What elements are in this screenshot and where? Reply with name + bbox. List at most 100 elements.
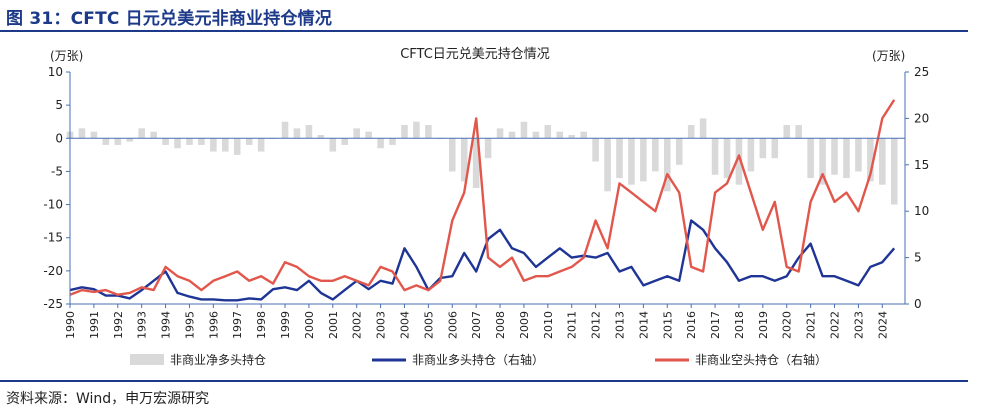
title-rule <box>0 30 968 32</box>
net-long-bar <box>735 138 743 185</box>
legend-label: 非商业多头持仓（右轴） <box>412 352 544 367</box>
x-tick-label: 2020 <box>781 311 794 339</box>
net-long-bar <box>759 138 767 159</box>
x-tick-label: 2007 <box>470 311 483 339</box>
net-long-bar <box>819 138 826 185</box>
chart: CFTC日元兑美元持仓情况 (万张) (万张) 10 5 0 -5 -10 -15 -20 -… <box>43 47 929 367</box>
net-long-bar <box>544 125 552 139</box>
net-long-bar <box>747 138 755 172</box>
x-tick-label: 2013 <box>613 311 626 339</box>
net-long-bar <box>377 138 384 149</box>
x-tick-label: 2005 <box>422 311 435 339</box>
net-long-bar <box>520 121 528 139</box>
net-long-bar <box>245 138 253 145</box>
source-note: 资料来源：Wind，申万宏源研究 <box>6 391 210 407</box>
net-long-bar <box>867 138 874 182</box>
net-long-bar <box>568 134 576 139</box>
net-long-bar <box>771 138 779 159</box>
x-tick-label: 2018 <box>733 311 746 339</box>
net-long-bar <box>831 138 838 175</box>
net-long-bar <box>78 128 86 139</box>
x-tick-label: 2010 <box>542 311 555 339</box>
net-long-bar <box>592 138 599 162</box>
short-position-line <box>69 99 896 296</box>
net-long-bar <box>281 121 289 139</box>
right-tick-label: 5 <box>914 251 922 265</box>
x-tick-label: 2009 <box>518 311 531 339</box>
net-long-bar <box>150 131 157 139</box>
source-rule <box>0 380 968 382</box>
net-long-bar <box>604 138 611 192</box>
x-tick-label: 2016 <box>685 311 698 339</box>
left-tick-label: -10 <box>43 198 63 212</box>
x-tick-label: 2003 <box>375 311 388 339</box>
x-tick-label: 2001 <box>327 311 340 339</box>
right-axis-unit: (万张) <box>872 49 905 63</box>
x-tick-label: 2002 <box>351 311 364 339</box>
right-tick-label: 15 <box>914 158 929 172</box>
net-long-bar <box>448 138 456 172</box>
x-tick-label: 1991 <box>88 311 101 339</box>
x-tick-label: 2011 <box>566 311 579 339</box>
net-long-bar <box>174 138 181 149</box>
net-long-bar <box>102 138 110 145</box>
net-long-bar <box>210 138 217 152</box>
left-tick-label: 0 <box>55 131 63 145</box>
x-tick-label: 1992 <box>112 311 125 339</box>
left-tick-label: -20 <box>43 264 63 278</box>
x-tick-label: 2012 <box>590 311 603 339</box>
left-tick-label: -5 <box>51 164 63 178</box>
x-tick-label: 1996 <box>207 311 220 339</box>
left-tick-label: -25 <box>43 297 63 311</box>
x-tick-label: 1998 <box>255 311 268 339</box>
net-long-bar <box>843 138 850 179</box>
x-tick-label: 2014 <box>637 311 650 339</box>
right-tick-label: 0 <box>914 297 922 311</box>
net-long-bar <box>890 138 898 205</box>
net-long-bar <box>723 138 731 179</box>
net-long-bar <box>472 138 480 188</box>
net-long-bar <box>365 131 372 139</box>
x-tick-label: 2008 <box>494 311 507 339</box>
net-long-bar <box>138 128 145 139</box>
x-tick-label: 1994 <box>160 311 173 339</box>
figure-title: 图 31：CFTC 日元兑美元非商业持仓情况 <box>6 9 333 29</box>
net-long-bar <box>652 138 659 172</box>
net-long-bar <box>675 138 683 165</box>
net-long-bar <box>640 138 647 182</box>
net-long-bar <box>460 138 468 182</box>
net-long-bar <box>126 138 134 142</box>
net-long-bar <box>687 125 695 139</box>
net-long-bar <box>305 125 313 139</box>
net-long-bar <box>198 138 205 145</box>
x-tick-label: 1993 <box>136 311 149 339</box>
net-long-bar <box>484 138 492 159</box>
x-tick-label: 2021 <box>805 311 818 339</box>
net-long-bar <box>855 138 862 172</box>
x-tick-label: 2000 <box>303 311 316 339</box>
x-tick-label: 2023 <box>852 311 865 339</box>
net-long-bar <box>663 138 671 192</box>
x-tick-label: 2019 <box>757 311 770 339</box>
net-long-bar <box>413 121 420 139</box>
net-long-bar <box>711 138 719 175</box>
net-long-bar <box>508 131 516 139</box>
x-tick-label: 2004 <box>398 311 411 339</box>
long-position-line <box>69 219 896 302</box>
x-tick-label: 2017 <box>709 311 722 339</box>
net-long-bar <box>795 125 802 139</box>
net-long-bar <box>496 128 504 139</box>
net-long-bar <box>616 138 623 179</box>
net-long-bar <box>257 138 265 152</box>
net-long-bar <box>879 138 886 185</box>
x-tick-label: 1995 <box>183 311 196 339</box>
legend-label: 非商业净多头持仓 <box>170 352 266 367</box>
net-long-bar <box>699 118 707 139</box>
net-long-bar <box>389 138 396 145</box>
left-tick-label: 5 <box>55 98 63 112</box>
net-long-bar <box>329 138 337 152</box>
x-tick-label: 1999 <box>279 311 292 339</box>
net-long-bar <box>317 134 325 139</box>
legend: 非商业净多头持仓 非商业多头持仓（右轴） 非商业空头持仓（右轴） <box>130 352 827 367</box>
